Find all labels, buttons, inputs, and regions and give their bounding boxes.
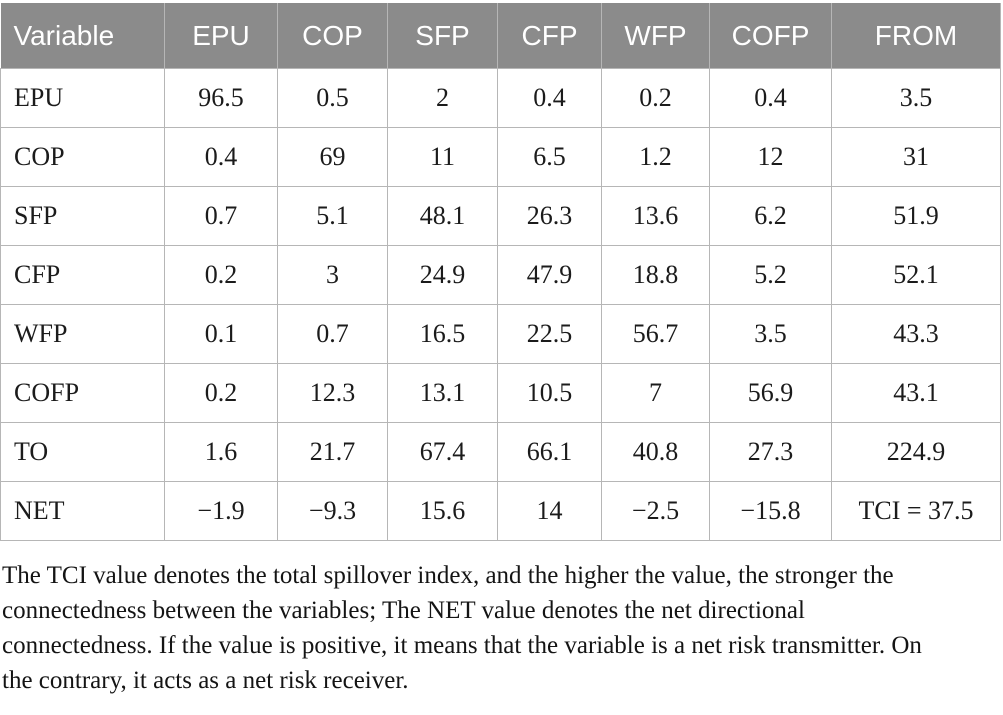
column-header-wfp: WFP	[601, 3, 710, 69]
table-cell: 0.4	[164, 127, 278, 187]
table-cell: 12	[709, 127, 832, 187]
table-cell: 7	[601, 363, 710, 423]
table-cell: 13.6	[601, 186, 710, 246]
column-header-epu: EPU	[164, 3, 278, 69]
table-cell: 56.7	[601, 304, 710, 364]
table-cell: 24.9	[387, 245, 498, 305]
table-cell: −9.3	[277, 481, 388, 541]
table-cell: 0.2	[601, 68, 710, 128]
row-label: EPU	[0, 68, 165, 128]
table-cell: 52.1	[831, 245, 1001, 305]
table-cell: 14	[497, 481, 602, 541]
table-cell: 6.2	[709, 186, 832, 246]
footnote-line: connectedness. If the value is positive,…	[2, 632, 922, 659]
table-row-wfp: WFP 0.1 0.7 16.5 22.5 56.7 3.5 43.3	[0, 304, 1001, 364]
table-footnote: The TCI value denotes the total spillove…	[0, 558, 1003, 698]
table-row-cofp: COFP 0.2 12.3 13.1 10.5 7 56.9 43.1	[0, 363, 1001, 423]
table-cell: 0.4	[497, 68, 602, 128]
table-row-cop: COP 0.4 69 11 6.5 1.2 12 31	[0, 127, 1001, 187]
table-body: EPU 96.5 0.5 2 0.4 0.2 0.4 3.5 COP 0.4 69 11 6.5 1.2 1…	[0, 68, 1001, 541]
table-cell: −15.8	[709, 481, 832, 541]
table-cell: 27.3	[709, 422, 832, 482]
table-row-cfp: CFP 0.2 3 24.9 47.9 18.8 5.2 52.1	[0, 245, 1001, 305]
page: Variable EPU COP SFP CFP WFP COFP FROM EPU 96.5 0…	[0, 3, 1003, 698]
table-cell: 6.5	[497, 127, 602, 187]
table-cell: 0.2	[164, 245, 278, 305]
table-row-to: TO 1.6 21.7 67.4 66.1 40.8 27.3 224.9	[0, 422, 1001, 482]
table-cell: 0.7	[164, 186, 278, 246]
row-label: WFP	[0, 304, 165, 364]
row-label: SFP	[0, 186, 165, 246]
footnote-line: the contrary, it acts as a net risk rece…	[2, 667, 409, 694]
table-cell: 12.3	[277, 363, 388, 423]
table-cell: 69	[277, 127, 388, 187]
table-cell: TCI = 37.5	[831, 481, 1001, 541]
table-row-sfp: SFP 0.7 5.1 48.1 26.3 13.6 6.2 51.9	[0, 186, 1001, 246]
table-cell: 16.5	[387, 304, 498, 364]
row-label: COFP	[0, 363, 165, 423]
column-header-cofp: COFP	[709, 3, 832, 69]
table-cell: 56.9	[709, 363, 832, 423]
footnote-line: The TCI value denotes the total spillove…	[2, 562, 894, 589]
table-cell: 13.1	[387, 363, 498, 423]
table-cell: 10.5	[497, 363, 602, 423]
table-cell: 3.5	[709, 304, 832, 364]
table-cell: 43.3	[831, 304, 1001, 364]
footnote-line: connectedness between the variables; The…	[2, 597, 805, 624]
table-cell: 43.1	[831, 363, 1001, 423]
column-header-variable: Variable	[0, 3, 165, 69]
table-cell: 1.2	[601, 127, 710, 187]
spillover-table: Variable EPU COP SFP CFP WFP COFP FROM EPU 96.5 0…	[0, 3, 1001, 541]
row-label: NET	[0, 481, 165, 541]
table-cell: 18.8	[601, 245, 710, 305]
table-row-epu: EPU 96.5 0.5 2 0.4 0.2 0.4 3.5	[0, 68, 1001, 128]
row-label: TO	[0, 422, 165, 482]
table-cell: 5.1	[277, 186, 388, 246]
row-label: COP	[0, 127, 165, 187]
table-header: Variable EPU COP SFP CFP WFP COFP FROM	[0, 3, 1001, 69]
table-cell: 15.6	[387, 481, 498, 541]
table-cell: 21.7	[277, 422, 388, 482]
column-header-cop: COP	[277, 3, 388, 69]
table-cell: −1.9	[164, 481, 278, 541]
table-cell: 0.5	[277, 68, 388, 128]
table-cell: 22.5	[497, 304, 602, 364]
table-row-net: NET −1.9 −9.3 15.6 14 −2.5 −15.8 TCI = 37.5	[0, 481, 1001, 541]
table-cell: 0.7	[277, 304, 388, 364]
table-cell: 40.8	[601, 422, 710, 482]
table-cell: 96.5	[164, 68, 278, 128]
header-row: Variable EPU COP SFP CFP WFP COFP FROM	[0, 3, 1001, 69]
table-cell: 66.1	[497, 422, 602, 482]
table-cell: 2	[387, 68, 498, 128]
table-cell: 26.3	[497, 186, 602, 246]
table-cell: 31	[831, 127, 1001, 187]
table-cell: 67.4	[387, 422, 498, 482]
column-header-sfp: SFP	[387, 3, 498, 69]
table-cell: −2.5	[601, 481, 710, 541]
table-cell: 224.9	[831, 422, 1001, 482]
table-cell: 0.4	[709, 68, 832, 128]
table-cell: 47.9	[497, 245, 602, 305]
column-header-cfp: CFP	[497, 3, 602, 69]
table-cell: 5.2	[709, 245, 832, 305]
table-cell: 11	[387, 127, 498, 187]
table-cell: 1.6	[164, 422, 278, 482]
table-cell: 3.5	[831, 68, 1001, 128]
table-cell: 48.1	[387, 186, 498, 246]
table-cell: 0.2	[164, 363, 278, 423]
column-header-from: FROM	[831, 3, 1001, 69]
table-cell: 51.9	[831, 186, 1001, 246]
row-label: CFP	[0, 245, 165, 305]
table-cell: 0.1	[164, 304, 278, 364]
table-cell: 3	[277, 245, 388, 305]
